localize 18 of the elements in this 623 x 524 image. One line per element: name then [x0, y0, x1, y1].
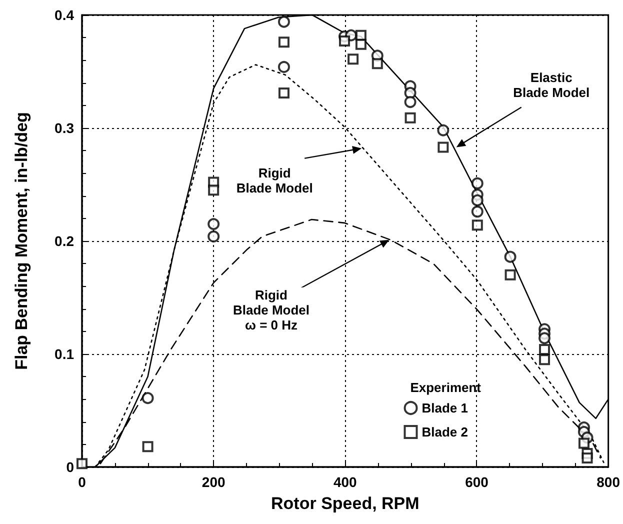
- x-tick-label: 0: [78, 474, 86, 490]
- y-tick-label: 0.2: [54, 233, 74, 249]
- annotation: Rigid Blade Model ω = 0 Hz: [232, 287, 310, 332]
- y-tick-label: 0.3: [54, 120, 74, 136]
- y-tick-label: 0.4: [54, 7, 74, 23]
- annotation: Elastic Blade Model: [513, 70, 590, 100]
- x-tick-label: 400: [333, 474, 358, 490]
- x-tick-label: 200: [202, 474, 226, 490]
- y-tick-label: 0: [66, 459, 74, 475]
- y-tick-label: 0.1: [54, 346, 74, 362]
- annotation: Rigid Blade Model: [236, 165, 313, 196]
- x-tick-label: 800: [596, 474, 620, 490]
- legend-title: Experiment: [410, 380, 482, 395]
- x-axis-title: Rotor Speed, RPM: [271, 494, 420, 513]
- legend-label: Blade 2: [422, 424, 468, 440]
- legend-label: Blade 1: [422, 400, 468, 416]
- x-tick-label: 600: [465, 474, 489, 490]
- y-axis-title: Flap Bending Moment, in-lb/deg: [12, 112, 31, 370]
